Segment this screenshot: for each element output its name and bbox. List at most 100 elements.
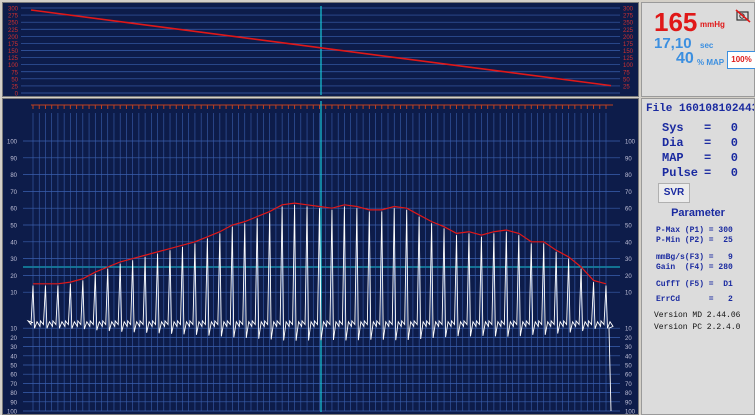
- tick-label-right: 80: [625, 173, 632, 179]
- tick-label-right: 60: [625, 207, 632, 213]
- tick-label-left: 90: [10, 400, 17, 406]
- tick-label-right: 25: [623, 84, 630, 90]
- tick-label-right: 50: [625, 224, 632, 230]
- parameter-gain: Gain (F4) = 280: [656, 263, 733, 272]
- tick-label-right: 20: [625, 274, 632, 280]
- tick-label-left: 30: [10, 257, 17, 263]
- parameter-error-code: ErrCd = 2: [656, 295, 733, 304]
- no-pump-icon[interactable]: [735, 9, 751, 23]
- status-panel: 165 mmHg 17,10 sec 40 % MAP 100%: [641, 2, 755, 97]
- oscillation-chart: 100 90 80 70 60 50 40 30 20 10 10 20 30 40 50 60 70 80 90 1…: [2, 98, 639, 415]
- pressure-value: 165: [654, 7, 698, 37]
- tick-label-right: 300: [623, 7, 634, 13]
- map-percent-unit: % MAP: [697, 58, 725, 67]
- tick-label-right: 100: [625, 140, 636, 146]
- result-equals: =: [704, 121, 712, 135]
- tick-label-left: 150: [8, 49, 19, 55]
- pressure-unit: mmHg: [700, 20, 725, 29]
- parameter-rate: mmBg/s(F3) = 9: [656, 253, 733, 262]
- result-equals: =: [704, 151, 712, 165]
- result-value: 0: [730, 136, 738, 150]
- tick-label-left: 100: [8, 63, 19, 69]
- tick-label-right: 80: [625, 391, 632, 397]
- svr-button[interactable]: SVR: [658, 183, 690, 203]
- tick-label-right: 100: [625, 410, 636, 415]
- tick-label-left: 40: [10, 354, 17, 360]
- tick-label-right: 125: [623, 56, 634, 62]
- tick-label-left: 90: [10, 156, 17, 162]
- tick-label-left: 50: [11, 77, 18, 83]
- tick-label-right: 50: [623, 77, 630, 83]
- elapsed-time-value: 17,10: [654, 35, 692, 52]
- result-label: MAP: [662, 151, 684, 165]
- tick-label-left: 30: [10, 345, 17, 351]
- map-percent-value: 40: [676, 50, 694, 67]
- oscillation-envelope: [33, 202, 607, 285]
- tick-label-right: 225: [623, 28, 634, 34]
- parameter-cuff-type: CuffT (F5) = D1: [656, 280, 733, 289]
- tick-label-left: 50: [10, 224, 17, 230]
- tick-label-left: 70: [10, 382, 17, 388]
- tick-label-left: 25: [11, 84, 18, 90]
- tick-label-right: 175: [623, 42, 634, 48]
- parameter-title: Parameter: [671, 207, 725, 219]
- tick-label-left: 50: [10, 364, 17, 370]
- tick-label-right: 30: [625, 345, 632, 351]
- version-md: Version MD 2.44.06: [654, 311, 741, 320]
- tick-label-right: 40: [625, 354, 632, 360]
- tick-label-right: 10: [625, 327, 632, 333]
- cuff-pressure-line: [30, 9, 612, 87]
- tick-label-left: 80: [10, 173, 17, 179]
- tick-label-right: 150: [623, 49, 634, 55]
- tick-label-left: 20: [10, 336, 17, 342]
- result-value: 0: [730, 151, 738, 165]
- result-value: 0: [730, 166, 738, 180]
- result-equals: =: [704, 136, 712, 150]
- tick-label-left: 300: [8, 7, 19, 13]
- oscillation-waveform: [26, 204, 614, 412]
- cuff-pressure-chart: 300 275 250 225 200 175 150 125 100 75 50 25 0 300 275…: [2, 2, 639, 97]
- tick-label-right: 50: [625, 364, 632, 370]
- cuff-pressure-plot: 3002752502252001751501251007550250300275…: [8, 6, 634, 97]
- result-label: Dia: [662, 136, 684, 150]
- tick-label-left: 100: [7, 140, 18, 146]
- tick-label-right: 30: [625, 257, 632, 263]
- tick-label-right: 100: [623, 63, 634, 69]
- tick-label-left: 10: [10, 327, 17, 333]
- tick-label-right: 70: [625, 382, 632, 388]
- tick-label-left: 175: [8, 42, 19, 48]
- tick-label-right: 275: [623, 14, 634, 20]
- tick-label-right: 60: [625, 373, 632, 379]
- file-label: File 1601081024430: [646, 103, 755, 115]
- percent-button[interactable]: 100%: [727, 51, 755, 69]
- tick-label-left: 40: [10, 240, 17, 246]
- parameter-p-min: P-Min (P2) = 25: [656, 236, 733, 245]
- oscillation-plot: 100 90 80 70 60 50 40 30 20 10 10 20 30 40 50 60 70 80 90 1…: [7, 101, 636, 415]
- tick-label-left: 200: [8, 35, 19, 41]
- results-panel: File 1601081024430 Sys = 0 Dia = 0 MAP =…: [641, 98, 755, 415]
- version-pc: Version PC 2.2.4.0: [654, 323, 741, 332]
- tick-label-left: 10: [10, 291, 17, 297]
- result-label: Pulse: [662, 166, 699, 180]
- tick-label-left: 60: [10, 373, 17, 379]
- tick-label-right: 75: [623, 70, 630, 76]
- tick-label-right: 10: [625, 291, 632, 297]
- result-value: 0: [730, 121, 738, 135]
- tick-label-left: 275: [8, 14, 19, 20]
- tick-label-left: 225: [8, 28, 19, 34]
- tick-label-right: 250: [623, 21, 634, 27]
- tick-label-left: 60: [10, 207, 17, 213]
- tick-label-left: 80: [10, 391, 17, 397]
- tick-label-right: 40: [625, 240, 632, 246]
- tick-label-left: 75: [11, 70, 18, 76]
- tick-label-left: 0: [15, 92, 19, 97]
- tick-label-left: 100: [7, 410, 18, 415]
- tick-label-left: 250: [8, 21, 19, 27]
- result-label: Sys: [662, 121, 684, 135]
- tick-label-right: 20: [625, 336, 632, 342]
- result-equals: =: [704, 166, 712, 180]
- tick-label-right: 200: [623, 35, 634, 41]
- tick-label-left: 20: [10, 274, 17, 280]
- tick-label-right: 90: [625, 400, 632, 406]
- tick-label-right: 70: [625, 190, 632, 196]
